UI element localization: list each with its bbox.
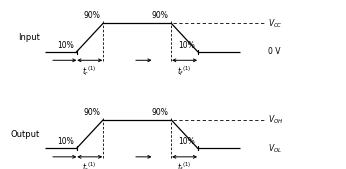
Text: $V_{CC}$: $V_{CC}$ (267, 17, 282, 30)
Text: 90%: 90% (83, 11, 100, 20)
Text: $t_f$$^{(1)}$: $t_f$$^{(1)}$ (177, 160, 192, 169)
Text: $V_{OH}$: $V_{OH}$ (267, 114, 283, 126)
Text: 90%: 90% (83, 108, 100, 117)
Text: 10%: 10% (57, 41, 74, 50)
Text: Input: Input (18, 33, 40, 42)
Text: $t_r$$^{(1)}$: $t_r$$^{(1)}$ (82, 160, 97, 169)
Text: 90%: 90% (152, 108, 169, 117)
Text: 10%: 10% (57, 137, 74, 146)
Text: 0 V: 0 V (267, 47, 280, 56)
Text: 10%: 10% (179, 137, 195, 146)
Text: $t_f$$^{(1)}$: $t_f$$^{(1)}$ (177, 64, 192, 78)
Text: $t_r$$^{(1)}$: $t_r$$^{(1)}$ (82, 64, 97, 78)
Text: 10%: 10% (179, 41, 195, 50)
Text: 90%: 90% (152, 11, 169, 20)
Text: Output: Output (10, 130, 40, 139)
Text: $V_{OL}$: $V_{OL}$ (267, 142, 282, 155)
